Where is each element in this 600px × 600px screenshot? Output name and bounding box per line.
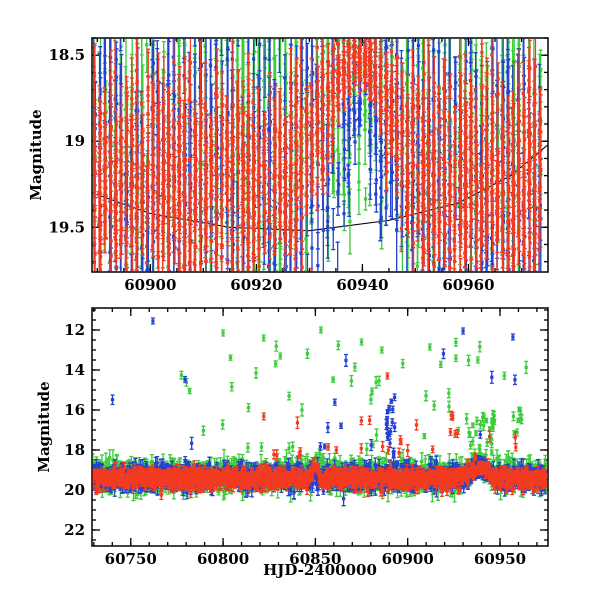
light-curve-figure: Magnitude Magnitude HJD-2400000 <box>0 0 600 600</box>
light-curve-plot-canvas <box>0 0 600 600</box>
